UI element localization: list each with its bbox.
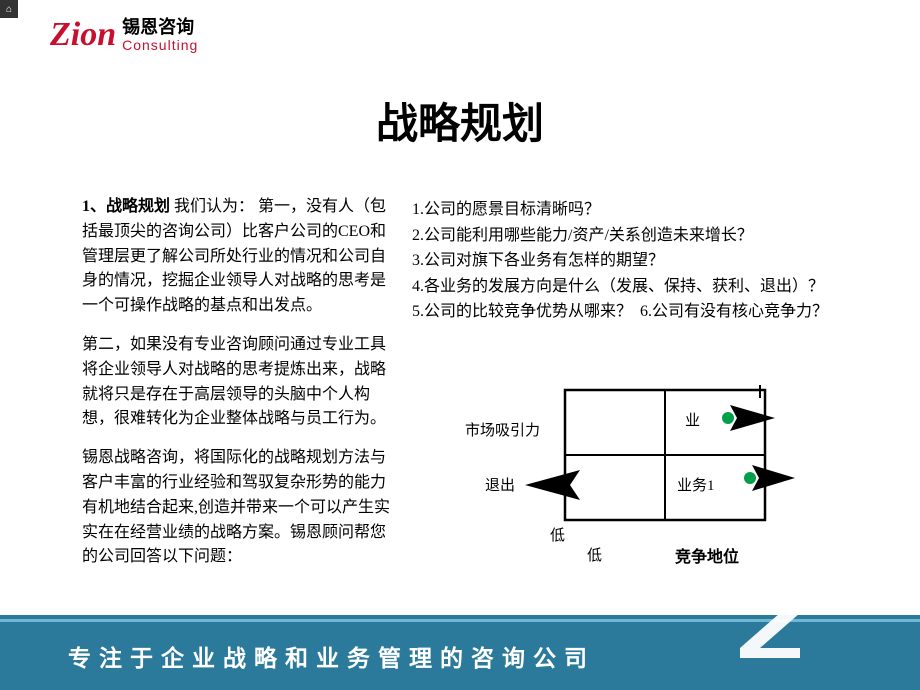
q4-label: 业务1 — [677, 477, 715, 494]
exit-label: 退出 — [485, 477, 515, 494]
p1-bold: 1、战略规划 — [82, 198, 170, 215]
question-2: 2.公司能利用哪些能力/资产/关系创造未来增长？ — [412, 223, 912, 249]
question-5: 5.公司的比较竞争优势从哪来？ 6.公司有没有核心竞争力？ — [412, 299, 912, 325]
p1-text: 我们认为： 第一，没有人（包括最顶尖的咨询公司）比客户公司的CEO和管理层更了解… — [82, 198, 386, 314]
y-axis-label: 市场吸引力 — [465, 422, 540, 439]
arrow-right-2-icon — [752, 465, 795, 491]
logo: Zion 锡恩咨询 Consulting — [50, 18, 198, 53]
arrow-left-icon — [525, 470, 580, 500]
paragraph-3: 锡恩战略咨询，将国际化的战略规划方法与客户丰富的行业经验和驾驭复杂形势的能力有机… — [82, 446, 394, 570]
logo-cn: 锡恩咨询 — [122, 18, 198, 38]
matrix-diagram: 市场吸引力 退出 低 低 竞争地位 业 业务1 — [455, 370, 795, 570]
footer: 专注于企业战略和业务管理的咨询公司 — [0, 615, 920, 690]
q2-label: 业 — [685, 412, 700, 429]
home-icon: ⌂ — [0, 0, 18, 18]
logo-en: Consulting — [122, 38, 198, 53]
logo-brand: Zion — [50, 18, 116, 52]
question-4: 4.各业务的发展方向是什么（发展、保持、获利、退出）？ — [412, 274, 912, 300]
low-y-label: 低 — [550, 527, 565, 544]
page-title: 战略规划 — [0, 90, 920, 151]
footer-arrow-icon — [730, 608, 805, 663]
arrow-right-icon — [730, 405, 775, 431]
paragraph-1: 1、战略规划 我们认为： 第一，没有人（包括最顶尖的咨询公司）比客户公司的CEO… — [82, 195, 394, 319]
dot-2 — [744, 472, 756, 484]
dot-1 — [722, 412, 734, 424]
footer-text: 专注于企业战略和业务管理的咨询公司 — [68, 639, 595, 673]
paragraph-2: 第二，如果没有专业咨询顾问通过专业工具将企业领导人对战略的思考提炼出来，战略就将… — [82, 333, 394, 432]
left-column: 1、战略规划 我们认为： 第一，没有人（包括最顶尖的咨询公司）比客户公司的CEO… — [82, 195, 394, 584]
right-column: 1.公司的愿景目标清晰吗？ 2.公司能利用哪些能力/资产/关系创造未来增长？ 3… — [412, 197, 912, 325]
question-3: 3.公司对旗下各业务有怎样的期望？ — [412, 248, 912, 274]
low-x-label: 低 — [587, 547, 602, 564]
question-1: 1.公司的愿景目标清晰吗？ — [412, 197, 912, 223]
x-axis-label: 竞争地位 — [675, 547, 739, 566]
